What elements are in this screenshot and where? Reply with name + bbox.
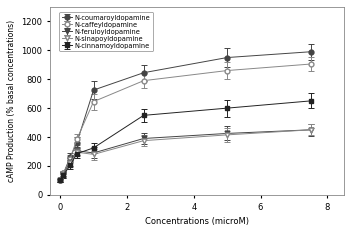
X-axis label: Concentrations (microM): Concentrations (microM)	[145, 217, 249, 226]
Y-axis label: cAMP Production (% basal concentrations): cAMP Production (% basal concentrations)	[7, 20, 16, 182]
Legend: N-coumaroyldopamine, N-caffeyldopamine, N-feruloyldopamine, N-sinapoyldopamine, : N-coumaroyldopamine, N-caffeyldopamine, …	[59, 12, 153, 51]
